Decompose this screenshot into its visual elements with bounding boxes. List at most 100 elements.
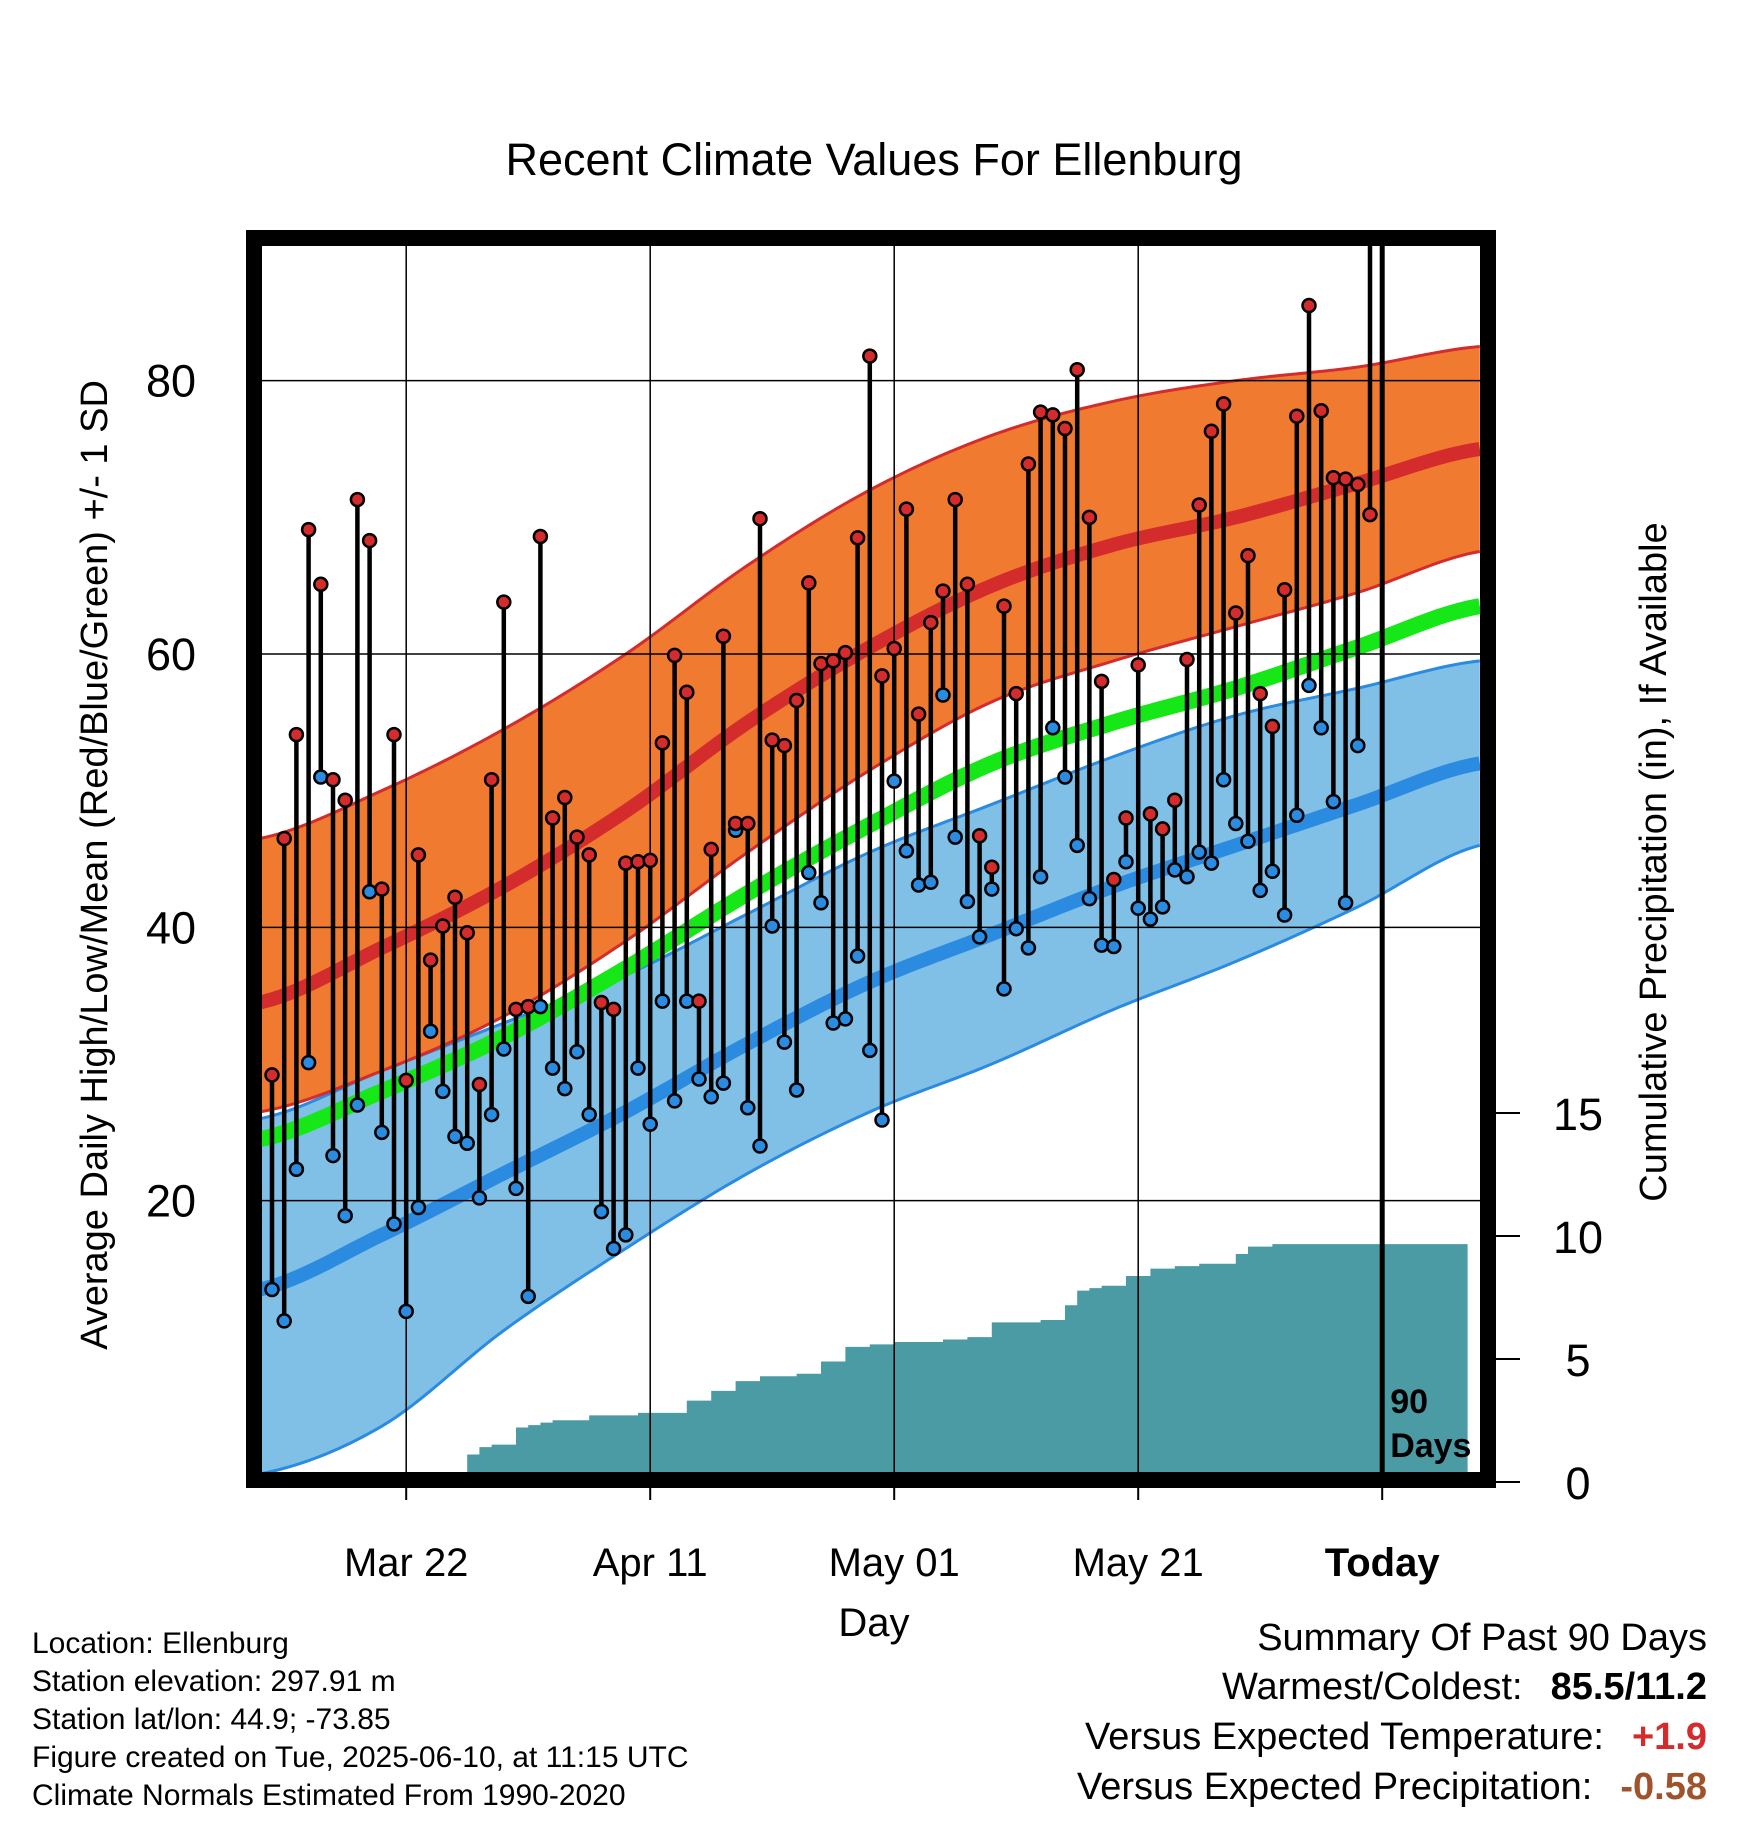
daily-low-point bbox=[349, 1097, 366, 1113]
elevation-text: Station elevation: 297.91 m bbox=[32, 1665, 396, 1698]
daily-low-point bbox=[1191, 844, 1207, 860]
daily-low-point bbox=[776, 1034, 793, 1050]
today-days-label-line: 90 bbox=[1390, 1383, 1428, 1421]
daily-low-point bbox=[788, 1082, 805, 1098]
daily-high-point bbox=[1057, 420, 1073, 437]
daily-high-point bbox=[1313, 402, 1329, 419]
daily-high-point bbox=[337, 792, 353, 808]
daily-low-point bbox=[1313, 720, 1329, 736]
today-days-label-line: Days bbox=[1390, 1427, 1471, 1465]
daily-high-point bbox=[642, 852, 658, 869]
daily-low-point bbox=[1093, 937, 1110, 953]
daily-low-point bbox=[813, 894, 829, 911]
daily-high-point bbox=[374, 881, 390, 897]
daily-high-point bbox=[593, 994, 610, 1011]
daily-high-point bbox=[1020, 456, 1037, 472]
daily-low-point bbox=[1276, 907, 1293, 923]
daily-high-point bbox=[886, 640, 902, 657]
daily-high-point bbox=[776, 737, 793, 754]
daily-low-point bbox=[1118, 853, 1134, 870]
daily-low-point bbox=[630, 1060, 646, 1076]
daily-high-point bbox=[300, 521, 317, 538]
daily-low-point bbox=[288, 1161, 305, 1177]
daily-high-point bbox=[959, 576, 976, 593]
daily-high-point bbox=[325, 771, 341, 788]
daily-high-point bbox=[386, 726, 402, 743]
daily-low-point bbox=[910, 877, 927, 893]
daily-high-point bbox=[679, 684, 695, 701]
daily-low-point bbox=[508, 1180, 524, 1197]
daily-low-point bbox=[703, 1089, 719, 1105]
low-sd-lower-edge bbox=[260, 843, 1481, 1474]
y2-tick-label: 15 bbox=[1553, 1089, 1603, 1140]
daily-low-point bbox=[1203, 855, 1220, 871]
daily-low-point bbox=[435, 1083, 451, 1100]
daily-high-point bbox=[813, 655, 829, 672]
summary-heading: Summary Of Past 90 Days bbox=[1257, 1617, 1707, 1659]
daily-low-point bbox=[1032, 869, 1049, 885]
daily-low-point bbox=[984, 881, 1000, 897]
daily-low-point bbox=[1154, 899, 1171, 915]
daily-low-point bbox=[410, 1199, 427, 1216]
daily-high-point bbox=[483, 771, 500, 788]
daily-high-point bbox=[1240, 547, 1256, 564]
daily-high-point bbox=[605, 1001, 622, 1018]
daily-low-point bbox=[666, 1093, 683, 1109]
chart-title: Recent Climate Values For Ellenburg bbox=[505, 134, 1242, 185]
daily-high-point bbox=[654, 735, 671, 751]
daily-low-point bbox=[959, 893, 976, 910]
daily-low-point bbox=[1179, 869, 1195, 885]
y2-tick-label: 10 bbox=[1553, 1212, 1603, 1263]
daily-high-point bbox=[471, 1076, 488, 1093]
daily-high-point bbox=[1276, 582, 1293, 598]
daily-high-point bbox=[1203, 423, 1220, 439]
daily-high-point bbox=[764, 732, 780, 748]
daily-low-point bbox=[544, 1060, 561, 1076]
daily-high-point bbox=[923, 614, 939, 631]
y2-tick-label: 5 bbox=[1565, 1335, 1590, 1386]
daily-high-point bbox=[1118, 810, 1134, 826]
daily-low-point bbox=[605, 1240, 622, 1257]
daily-high-point bbox=[740, 815, 756, 832]
precip-label: Versus Expected Precipitation: bbox=[1076, 1766, 1593, 1808]
daily-low-point bbox=[862, 1042, 878, 1059]
y-tick-label: 40 bbox=[146, 902, 196, 953]
daily-high-point bbox=[862, 348, 878, 364]
daily-high-point bbox=[703, 841, 719, 858]
daily-high-point bbox=[1081, 509, 1098, 526]
daily-high-point bbox=[447, 889, 463, 906]
daily-low-point bbox=[752, 1138, 768, 1154]
daily-low-point bbox=[483, 1106, 500, 1123]
daily-high-point bbox=[581, 847, 597, 863]
daily-low-point bbox=[1350, 737, 1366, 754]
daily-high-point bbox=[544, 810, 561, 826]
daily-high-point bbox=[410, 847, 427, 863]
y-tick-label: 60 bbox=[146, 629, 196, 680]
daily-low-point bbox=[459, 1135, 475, 1152]
temp-value: +1.9 bbox=[1631, 1716, 1707, 1758]
daily-high-point bbox=[1337, 471, 1354, 487]
daily-low-point bbox=[1325, 793, 1342, 810]
daily-low-point bbox=[1364, 0, 1377, 7]
y2-axis-label: Cumulative Precipitation (in), If Availa… bbox=[1633, 522, 1675, 1201]
latlon-text: Station lat/lon: 44.9; -73.85 bbox=[32, 1703, 391, 1736]
daily-low-point bbox=[886, 773, 902, 789]
daily-high-point bbox=[1167, 792, 1183, 808]
daily-high-point bbox=[715, 628, 732, 644]
daily-low-point bbox=[947, 829, 963, 845]
daily-high-point bbox=[691, 993, 707, 1009]
daily-low-point bbox=[1215, 771, 1232, 788]
daily-low-point bbox=[1167, 862, 1183, 878]
daily-low-point bbox=[642, 1116, 658, 1132]
daily-high-point bbox=[752, 510, 768, 527]
y2-tick-label: 0 bbox=[1565, 1458, 1590, 1509]
daily-low-point bbox=[764, 918, 780, 934]
daily-high-point bbox=[313, 576, 329, 593]
station-info: Location: Ellenburg Station elevation: 2… bbox=[32, 1625, 689, 1815]
daily-low-point bbox=[520, 1288, 536, 1305]
daily-low-point bbox=[398, 1303, 414, 1320]
daily-low-point bbox=[923, 874, 939, 890]
daily-low-point bbox=[374, 1124, 390, 1141]
daily-high-point bbox=[1106, 871, 1122, 888]
